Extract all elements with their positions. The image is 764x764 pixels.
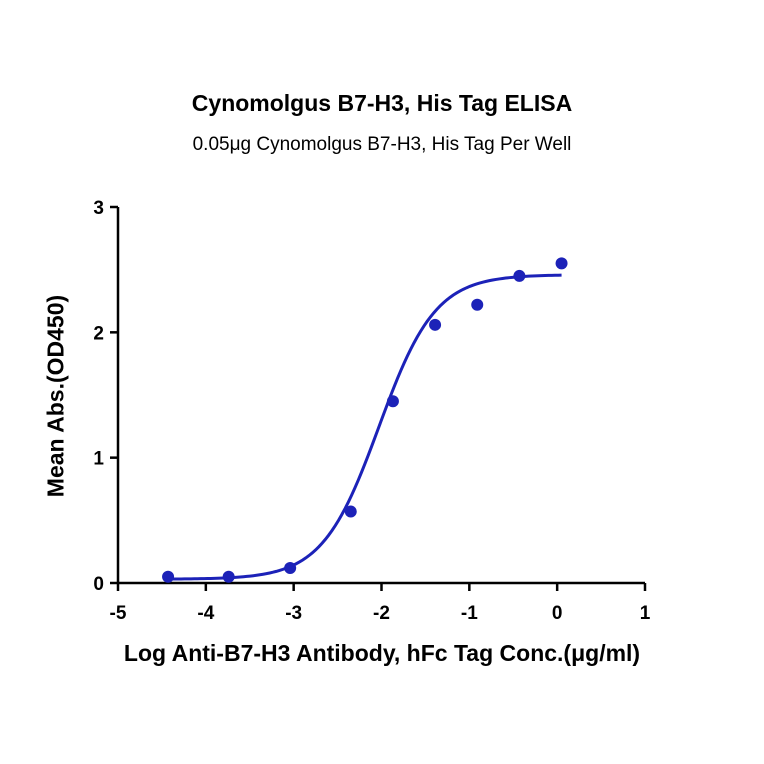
data-point — [429, 318, 442, 331]
data-point — [344, 505, 357, 518]
data-point — [471, 298, 484, 311]
data-point — [222, 570, 235, 583]
y-tick-label: 2 — [93, 323, 104, 344]
x-tick-label: 1 — [640, 603, 651, 624]
data-points-layer — [162, 257, 568, 583]
data-point — [284, 561, 297, 574]
data-point — [555, 257, 568, 270]
y-tick-label: 0 — [93, 574, 104, 595]
x-tick-label: -1 — [461, 603, 478, 624]
x-tick-label: -5 — [110, 603, 127, 624]
x-tick-label: 0 — [552, 603, 563, 624]
x-tick-label: -4 — [197, 603, 214, 624]
x-tick-label: -2 — [373, 603, 390, 624]
chart-subtitle: 0.05μg Cynomolgus B7-H3, His Tag Per Wel… — [192, 134, 572, 155]
axes: -5 -4 -3 -2 -1 0 1 0 1 2 3 — [93, 198, 650, 624]
data-point — [513, 269, 526, 282]
x-tick-label: -3 — [285, 603, 302, 624]
data-point — [162, 570, 175, 583]
fit-curve — [168, 273, 562, 581]
chart-title: Cynomolgus B7-H3, His Tag ELISA — [191, 90, 573, 116]
y-axis-label: Mean Abs.(OD450) — [42, 294, 69, 498]
y-tick-label: 1 — [93, 449, 104, 470]
y-tick-label: 3 — [93, 198, 104, 219]
data-point — [386, 395, 399, 408]
fit-curve-layer — [168, 273, 562, 581]
x-axis-label: Log Anti-B7-H3 Antibody, hFc Tag Conc.(μ… — [123, 640, 641, 666]
